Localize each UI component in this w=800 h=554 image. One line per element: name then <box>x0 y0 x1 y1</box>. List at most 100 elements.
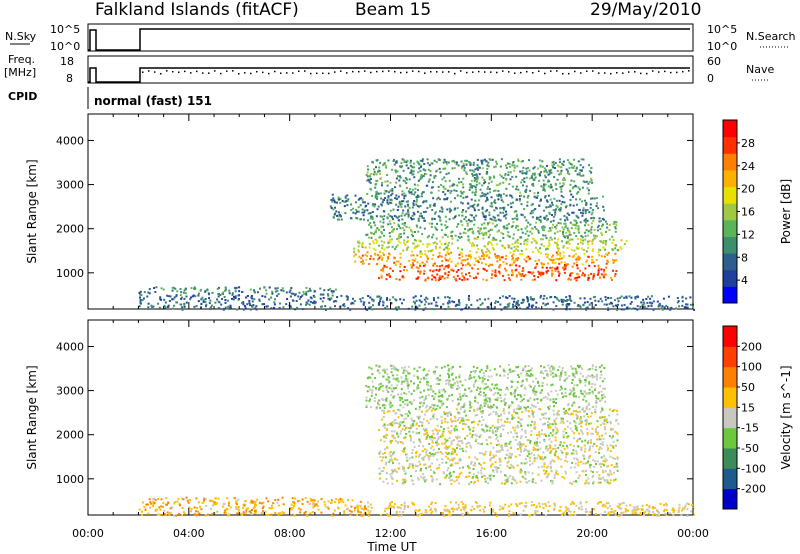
heatmap-cell <box>394 306 397 309</box>
heatmap-cell <box>395 245 398 248</box>
heatmap-cell <box>608 229 611 231</box>
heatmap-cell <box>566 425 569 428</box>
heatmap-cell <box>568 233 571 236</box>
heatmap-cell <box>444 441 447 444</box>
heatmap-cell <box>350 203 353 206</box>
heatmap-cell <box>460 440 463 443</box>
heatmap-cell <box>573 432 576 435</box>
heatmap-cell <box>388 298 391 301</box>
heatmap-cell <box>222 308 225 311</box>
heatmap-cell <box>326 506 329 509</box>
heatmap-cell <box>574 277 577 279</box>
heatmap-cell <box>561 476 564 478</box>
heatmap-cell <box>309 300 312 303</box>
heatmap-cell <box>446 415 449 417</box>
heatmap-cell <box>600 232 603 235</box>
heatmap-cell <box>614 509 617 512</box>
heatmap-cell <box>602 275 605 278</box>
heatmap-cell <box>562 228 565 231</box>
heatmap-cell <box>539 200 542 202</box>
heatmap-cell <box>388 238 391 241</box>
heatmap-cell <box>448 296 451 299</box>
heatmap-cell <box>441 275 444 278</box>
heatmap-cell <box>486 192 489 195</box>
heatmap-cell <box>526 230 529 233</box>
heatmap-cell <box>402 200 405 203</box>
heatmap-cell <box>462 428 465 430</box>
heatmap-cell <box>464 216 467 219</box>
heatmap-cell <box>403 418 406 421</box>
heatmap-cell <box>499 239 502 242</box>
heatmap-cell <box>647 509 650 512</box>
heatmap-cell <box>444 438 447 440</box>
heatmap-cell <box>517 159 520 162</box>
nave-dot <box>262 71 264 74</box>
heatmap-cell <box>631 512 634 515</box>
heatmap-cell <box>546 476 549 478</box>
heatmap-cell <box>462 506 465 509</box>
heatmap-cell <box>513 260 516 263</box>
heatmap-cell <box>642 301 645 304</box>
heatmap-cell <box>444 417 447 420</box>
freq-strip-frame <box>87 55 694 84</box>
heatmap-cell <box>462 209 465 212</box>
heatmap-cell <box>154 508 157 511</box>
heatmap-cell <box>530 204 533 207</box>
heatmap-cell <box>290 307 293 310</box>
heatmap-cell <box>552 209 555 212</box>
heatmap-cell <box>269 507 272 510</box>
heatmap-cell <box>611 302 613 305</box>
heatmap-cell <box>648 506 651 509</box>
heatmap-cell <box>652 308 655 311</box>
heatmap-cell <box>600 273 603 276</box>
heatmap-cell <box>380 269 383 272</box>
heatmap-cell <box>151 505 154 507</box>
heatmap-cell <box>432 197 435 200</box>
heatmap-cell <box>338 198 340 201</box>
heatmap-cell <box>539 447 542 450</box>
heatmap-cell <box>282 289 285 292</box>
heatmap-cell <box>175 295 178 298</box>
heatmap-cell <box>479 188 482 191</box>
heatmap-cell <box>616 308 619 311</box>
heatmap-cell <box>482 255 485 258</box>
nave-dot <box>268 72 270 75</box>
heatmap-cell <box>370 178 372 181</box>
heatmap-cell <box>404 479 407 482</box>
heatmap-cell <box>535 449 538 452</box>
nave-dot <box>250 72 252 75</box>
heatmap-cell <box>453 167 456 170</box>
heatmap-cell <box>389 222 392 225</box>
heatmap-cell <box>492 410 495 413</box>
heatmap-cell <box>233 497 236 500</box>
heatmap-cell <box>200 303 203 305</box>
heatmap-cell <box>601 217 604 220</box>
heatmap-cell <box>313 300 316 303</box>
heatmap-cell <box>537 307 540 310</box>
heatmap-cell <box>587 440 590 443</box>
heatmap-cell <box>527 514 530 517</box>
heatmap-cell <box>448 473 451 476</box>
heatmap-cell <box>332 216 335 219</box>
heatmap-cell <box>291 497 294 500</box>
heatmap-cell <box>362 214 365 217</box>
heatmap-cell <box>551 266 554 269</box>
heatmap-cell <box>586 431 589 434</box>
heatmap-cell <box>595 431 598 434</box>
heatmap-cell <box>602 240 605 242</box>
heatmap-cell <box>496 427 499 430</box>
heatmap-cell <box>678 305 681 308</box>
heatmap-cell <box>566 444 568 447</box>
heatmap-cell <box>452 159 455 162</box>
heatmap-cell <box>444 509 447 512</box>
heatmap-cell <box>639 305 642 308</box>
heatmap-cell <box>583 273 586 276</box>
heatmap-cell <box>461 165 464 168</box>
heatmap-cell <box>547 185 550 188</box>
heatmap-cell <box>540 294 542 297</box>
heatmap-cell <box>424 511 427 514</box>
heatmap-cell <box>553 474 556 477</box>
heatmap-cell <box>567 229 569 232</box>
heatmap-cell <box>468 307 471 310</box>
heatmap-cell <box>427 180 430 183</box>
